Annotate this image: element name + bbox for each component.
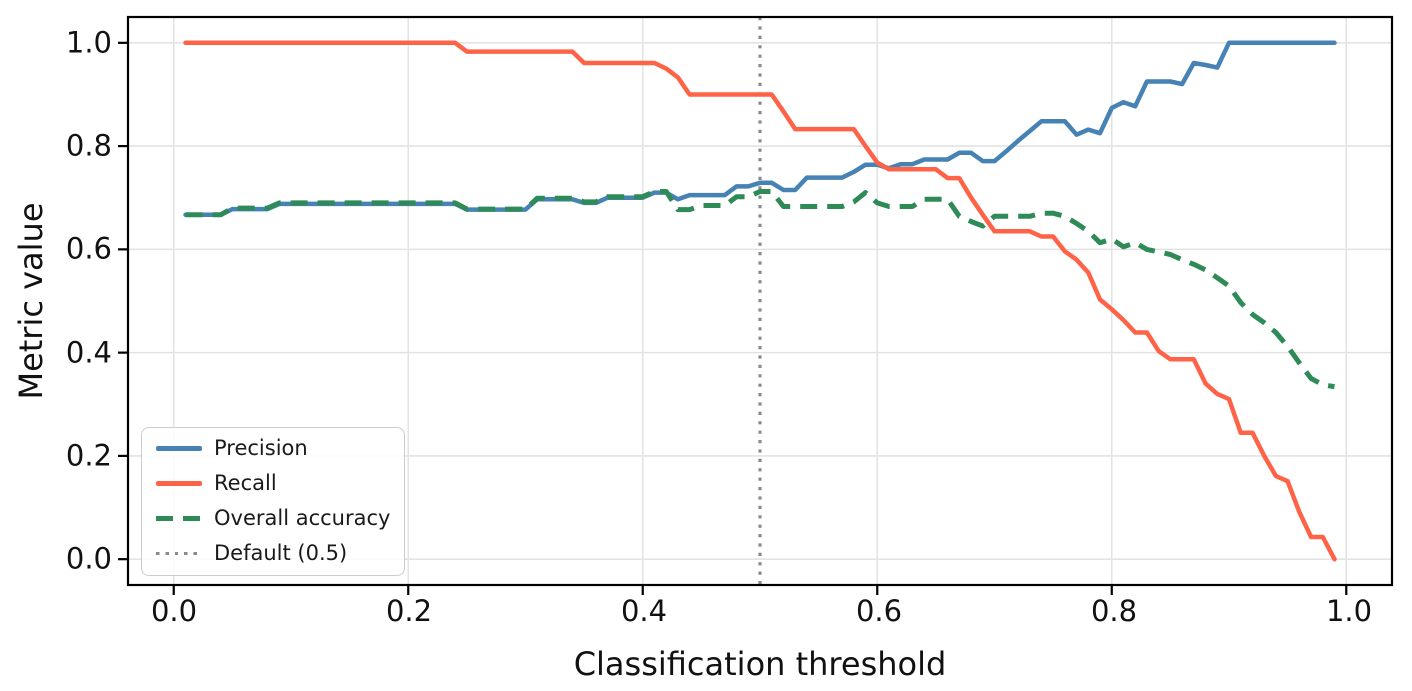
x-tick-label: 0.0: [150, 594, 198, 628]
y-tick-label: 0.4: [65, 335, 112, 370]
x-axis-label: Classification threshold: [573, 645, 947, 683]
x-tick-label: 0.4: [620, 594, 668, 628]
y-tick-label: 0.0: [65, 541, 112, 576]
precision-line-swatch: [156, 446, 202, 451]
legend-item-default-threshold: Default (0.5): [156, 536, 394, 571]
y-axis-label: Metric value: [12, 202, 50, 400]
legend-label: Recall: [214, 471, 277, 495]
accuracy-line-swatch: [156, 516, 202, 521]
legend-label: Overall accuracy: [214, 506, 391, 530]
legend-item-recall: Recall: [156, 466, 394, 501]
x-tick-label: 0.2: [385, 594, 433, 628]
x-tick-label: 1.0: [1325, 594, 1373, 628]
y-tick-label: 1.0: [65, 25, 112, 60]
legend-item-precision: Precision: [156, 431, 394, 466]
y-tick-label: 0.2: [65, 438, 112, 473]
default-threshold-line-swatch: [156, 551, 202, 556]
x-tick-label: 0.8: [1090, 594, 1138, 628]
legend: Precision Recall Overall accuracy Defaul…: [141, 427, 405, 576]
y-tick-label: 0.8: [65, 128, 112, 163]
recall-line-swatch: [156, 481, 202, 486]
legend-label: Precision: [214, 436, 308, 460]
x-tick-label: 0.6: [855, 594, 903, 628]
legend-item-overall-accuracy: Overall accuracy: [156, 501, 394, 536]
legend-label: Default (0.5): [214, 541, 348, 565]
y-tick-label: 0.6: [65, 231, 112, 266]
